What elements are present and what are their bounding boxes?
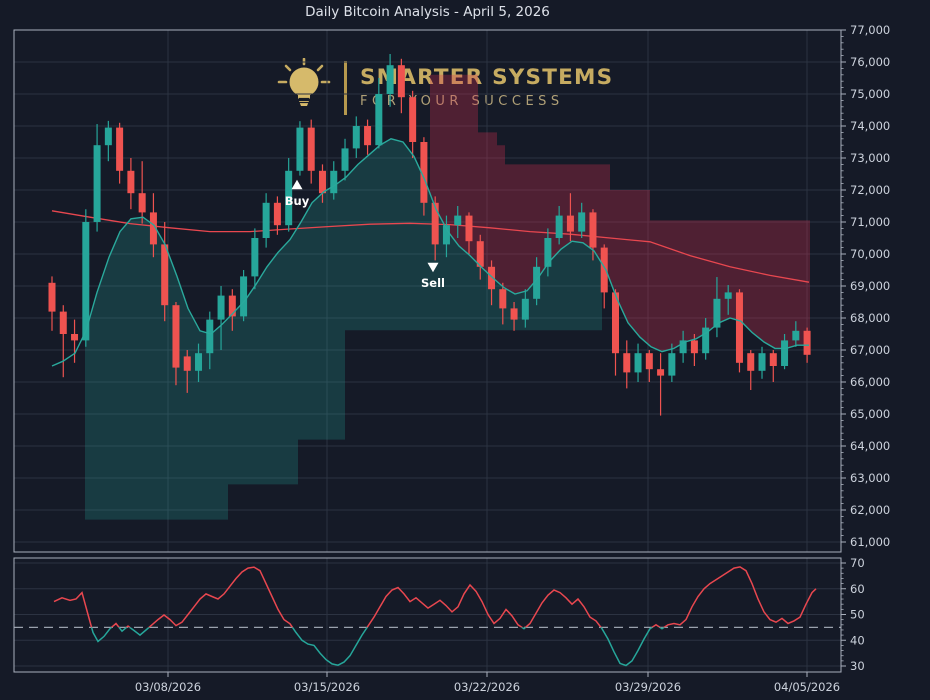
oscillator-line-above — [53, 566, 817, 628]
buy-marker-icon — [291, 179, 303, 190]
fast-ema-line — [51, 138, 809, 367]
tick-label: 75,000 — [850, 87, 890, 101]
tick-label: 71,000 — [850, 215, 890, 229]
buy-marker-label: Buy — [285, 194, 310, 208]
tick-label: 73,000 — [850, 151, 890, 165]
tick-label: 63,000 — [850, 471, 890, 485]
tick-label: 65,000 — [850, 407, 890, 421]
tick-label: 77,000 — [850, 23, 890, 37]
tick-label: 69,000 — [850, 279, 890, 293]
tick-label: 74,000 — [850, 119, 890, 133]
tick-label: 67,000 — [850, 343, 890, 357]
sell-marker-icon — [427, 262, 439, 273]
tick-label: 68,000 — [850, 311, 890, 325]
tick-label: 40 — [850, 633, 865, 647]
tick-label: 30 — [850, 659, 865, 673]
logo-brand-text: SMARTER SYSTEMS — [360, 65, 614, 91]
downtrend-band — [430, 74, 810, 352]
tick-label: 70,000 — [850, 247, 890, 261]
chart-title: Daily Bitcoin Analysis - April 5, 2026 — [305, 4, 550, 20]
tick-label: 70 — [850, 556, 865, 570]
tick-label: 04/05/2026 — [774, 680, 840, 694]
tick-label: 60 — [850, 582, 865, 596]
tick-label: 50 — [850, 608, 865, 622]
uptrend-band — [85, 138, 602, 520]
tick-label: 62,000 — [850, 503, 890, 517]
price-panel-border — [13, 29, 842, 553]
tick-label: 64,000 — [850, 439, 890, 453]
slow-ma-line — [51, 210, 810, 283]
lightbulb-icon — [277, 58, 331, 106]
tick-label: 03/08/2026 — [135, 680, 201, 694]
tick-label: 66,000 — [850, 375, 890, 389]
price-plot-area: Buy Sell — [48, 54, 811, 520]
oscillator-plot-area — [14, 566, 841, 667]
logo-divider — [344, 61, 347, 115]
tick-label: 03/15/2026 — [294, 680, 360, 694]
tick-label: 61,000 — [850, 535, 890, 549]
tick-label: 03/29/2026 — [615, 680, 681, 694]
tick-label: 76,000 — [850, 55, 890, 69]
tick-label: 03/22/2026 — [454, 680, 520, 694]
candles — [48, 54, 811, 416]
axis-ticks: 77,000 76,000 75,000 74,000 73,000 72,000 71,0… — [135, 23, 890, 694]
tick-label: 72,000 — [850, 183, 890, 197]
sell-marker-label: Sell — [421, 276, 445, 290]
